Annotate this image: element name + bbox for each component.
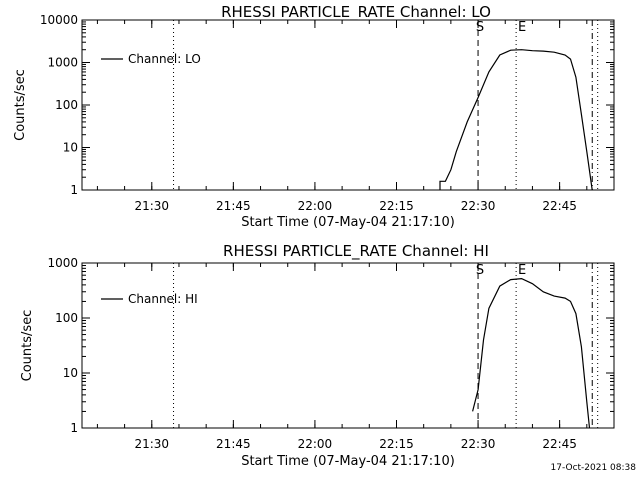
- y-tick-label: 10: [63, 366, 78, 380]
- legend-label: Channel: HI: [128, 292, 198, 306]
- x-tick-label: 22:45: [542, 199, 577, 213]
- y-tick-label: 1: [70, 421, 78, 435]
- y-tick-label: 10000: [40, 13, 78, 27]
- y-tick-label: 1: [70, 183, 78, 197]
- x-tick-label: 21:45: [216, 437, 251, 451]
- event-marker-label: E: [518, 20, 526, 35]
- x-tick-label: 22:15: [379, 437, 414, 451]
- x-tick-label: 22:30: [461, 199, 496, 213]
- y-tick-label: 100: [55, 311, 78, 325]
- x-tick-label: 21:30: [134, 437, 169, 451]
- series-line: [472, 277, 591, 429]
- x-tick-label: 22:30: [461, 437, 496, 451]
- chart-title: RHESSI PARTICLE_RATE Channel: HI: [223, 242, 489, 261]
- event-marker-label: E: [518, 263, 526, 278]
- event-marker-label: S: [476, 20, 484, 35]
- chart-title: RHESSI PARTICLE_RATE Channel: LO: [221, 3, 491, 22]
- x-tick-label: 22:00: [298, 437, 333, 451]
- y-axis-label: Counts/sec: [13, 69, 28, 141]
- y-axis-label: Counts/sec: [20, 310, 35, 382]
- x-tick-label: 22:15: [379, 199, 414, 213]
- x-tick-label: 22:45: [542, 437, 577, 451]
- x-axis-label: Start Time (07-May-04 21:17:10): [241, 215, 455, 230]
- x-axis-label: Start Time (07-May-04 21:17:10): [241, 454, 455, 469]
- x-tick-label: 22:00: [298, 199, 333, 213]
- x-tick-label: 21:30: [134, 199, 169, 213]
- event-marker-label: S: [476, 263, 484, 278]
- legend-label: Channel: LO: [128, 52, 201, 66]
- footer-date: 17-Oct-2021 08:38: [550, 463, 636, 473]
- series-line: [439, 49, 593, 191]
- y-tick-label: 1000: [47, 256, 78, 270]
- plot-frame: [81, 262, 615, 429]
- plot-frame: [81, 19, 615, 191]
- y-tick-label: 1000: [47, 56, 78, 70]
- y-tick-label: 100: [55, 98, 78, 112]
- x-tick-label: 21:45: [216, 199, 251, 213]
- y-tick-label: 10: [63, 141, 78, 155]
